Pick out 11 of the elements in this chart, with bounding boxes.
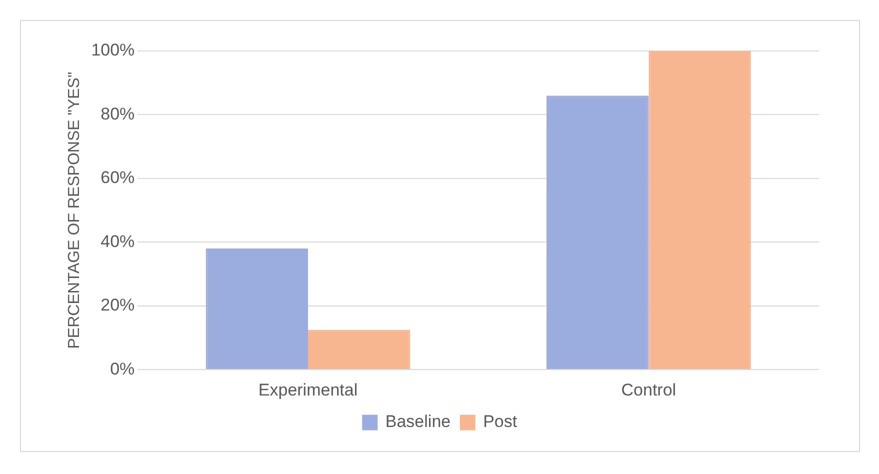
y-tick-label: 20% [100, 296, 135, 315]
legend-label: Baseline [385, 412, 451, 432]
y-tick-label: 80% [100, 104, 135, 124]
x-tick-label: Control [621, 380, 676, 400]
y-axis-title: PERCENTAGE OF RESPONSE "YES" [66, 72, 84, 349]
legend-label: Post [483, 412, 518, 432]
y-tick-label: 40% [100, 232, 135, 251]
x-tick-label: Experimental [258, 380, 358, 400]
y-tick-label: 60% [100, 168, 135, 188]
y-tick-label: 0% [110, 359, 135, 378]
y-tick-label: 100% [91, 40, 135, 60]
